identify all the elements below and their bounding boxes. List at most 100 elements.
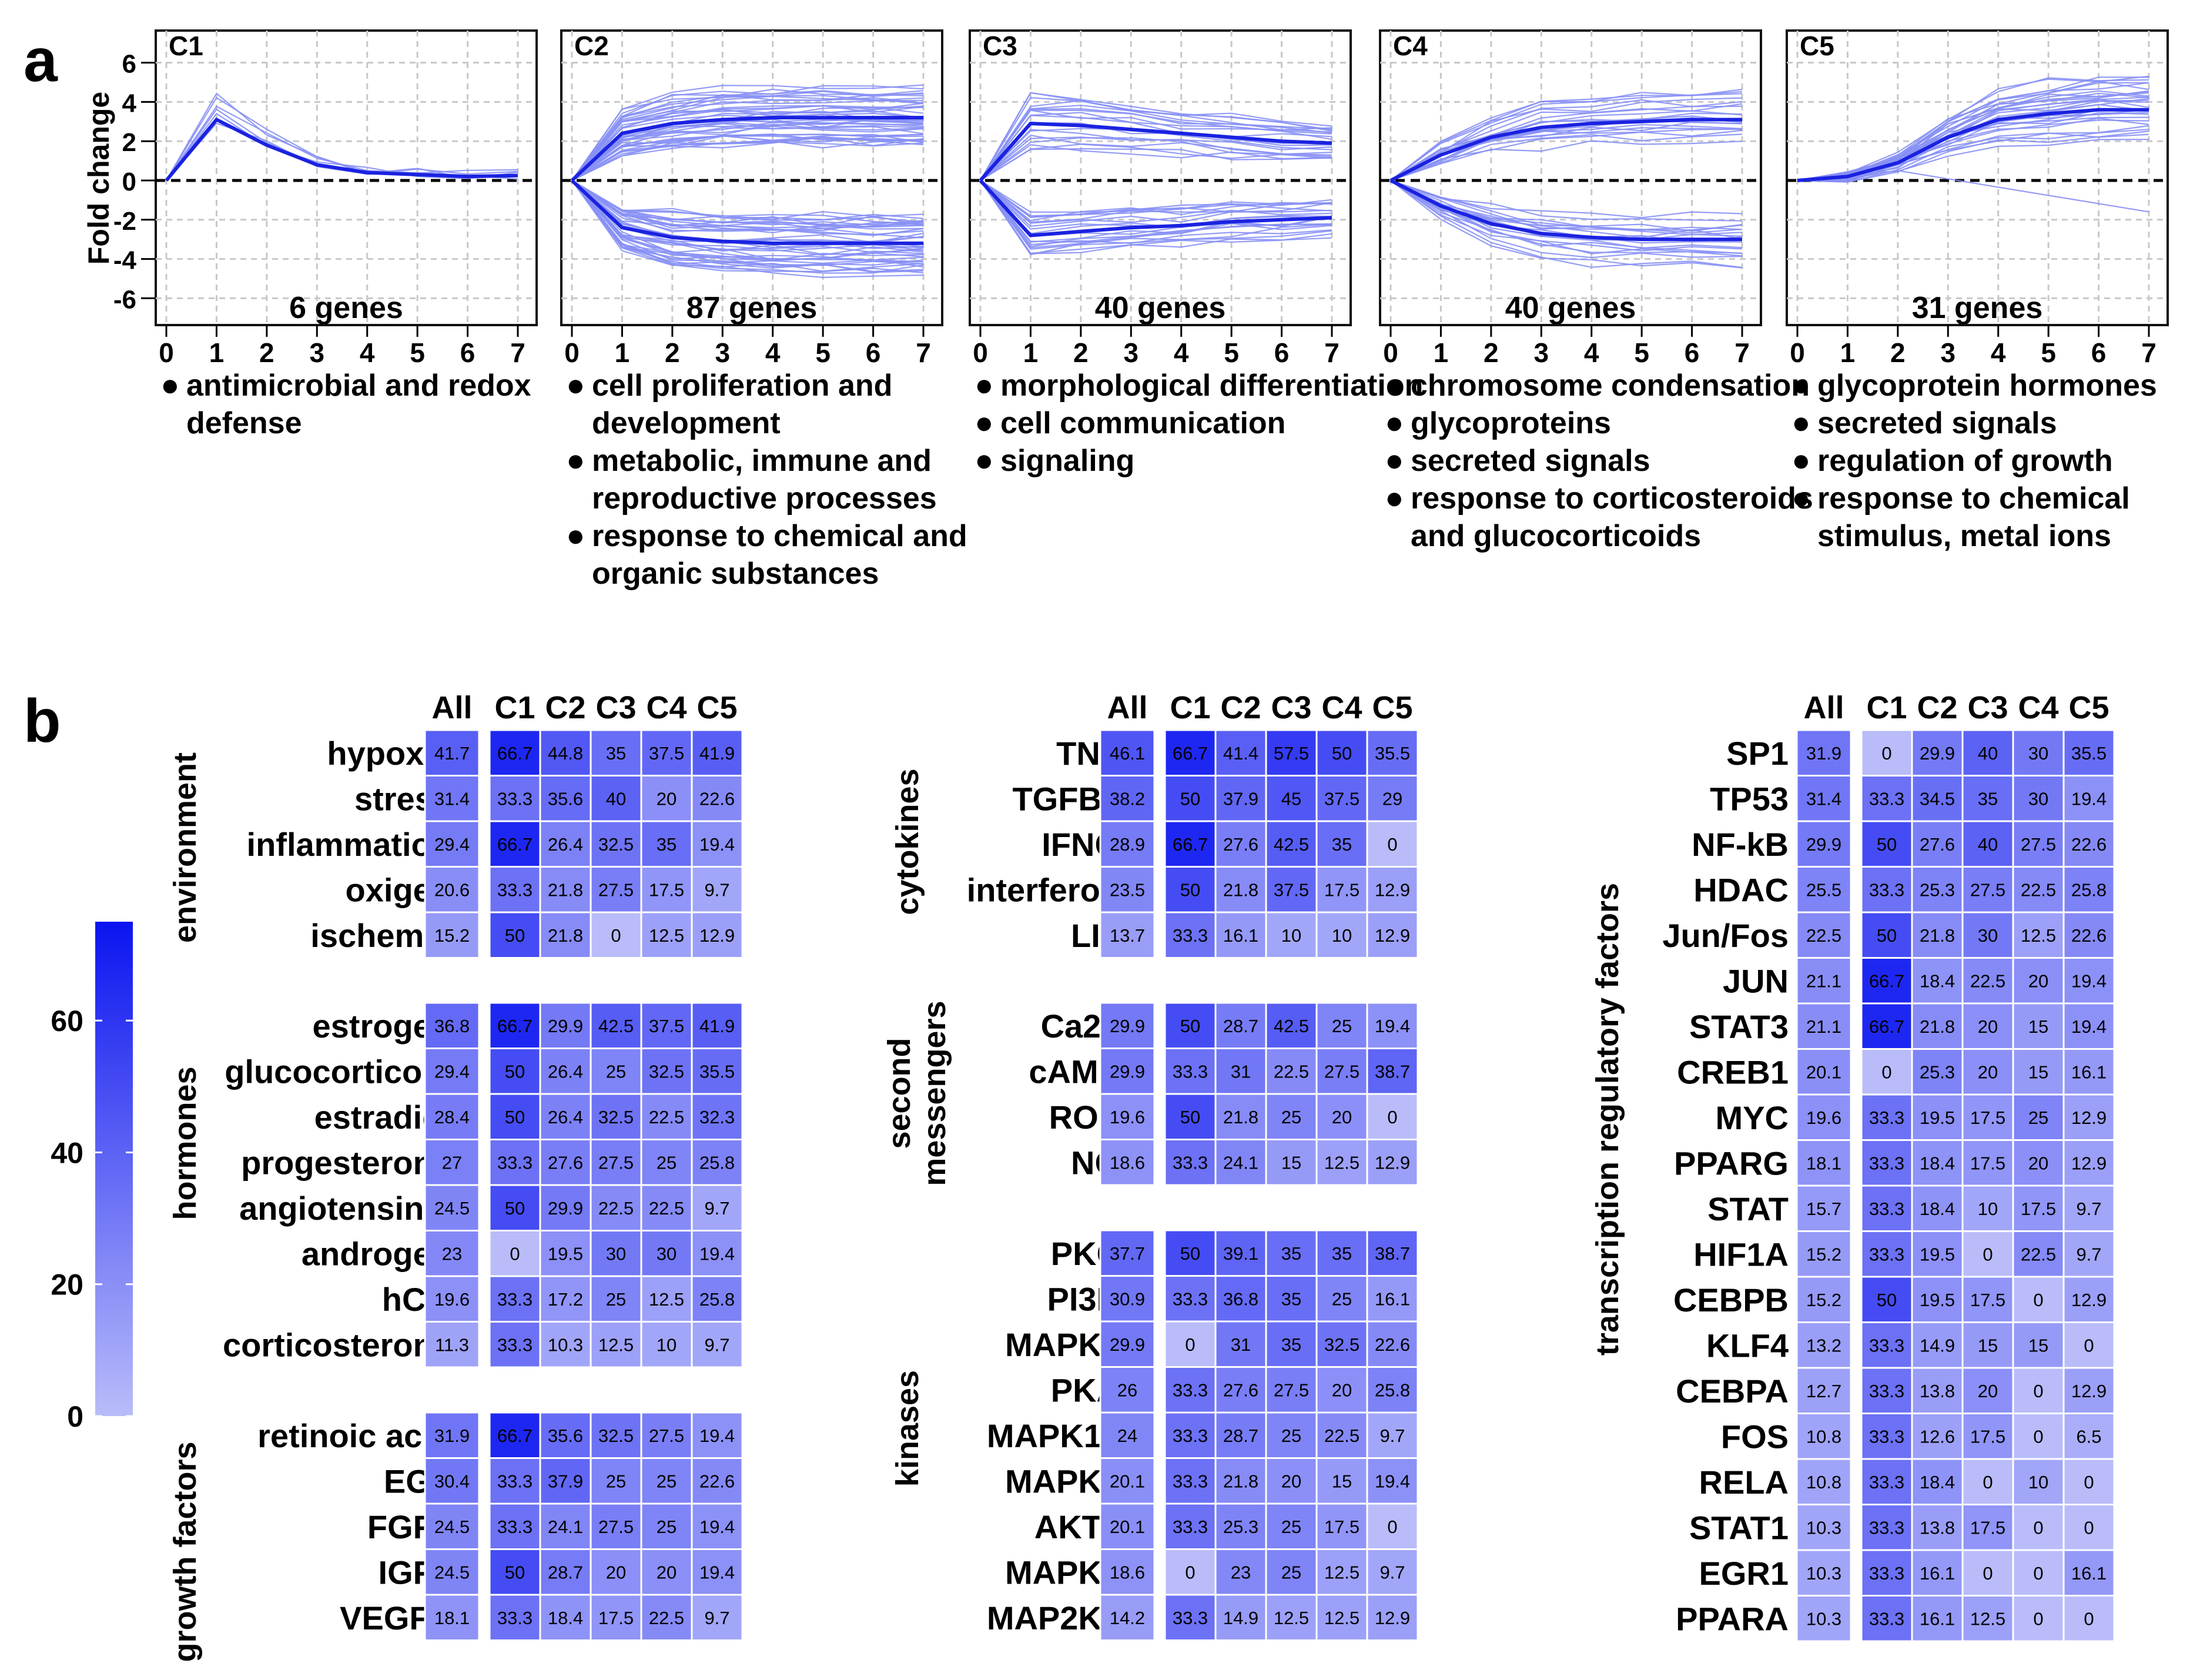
bullet-icon: ● <box>1792 405 1811 440</box>
cell-value: 20 <box>1978 1381 1998 1401</box>
cell-value: 29.9 <box>548 1016 583 1036</box>
heatmap-cell <box>1860 866 1913 913</box>
cell-value: 10.3 <box>1806 1517 1841 1538</box>
row-label: HDAC <box>1693 871 1789 908</box>
cell-value: 25.3 <box>1920 1062 1955 1082</box>
heatmap-cell <box>1214 1366 1267 1414</box>
gene-profile-line <box>1390 180 1743 252</box>
cell-value: 42.5 <box>1274 1016 1309 1036</box>
cell-value: 50 <box>505 1061 525 1082</box>
heatmap-cell <box>590 1321 642 1368</box>
x-tick-label: 4 <box>1584 337 1599 368</box>
cell-value: 12.9 <box>699 925 735 946</box>
cell-value: 12.9 <box>1375 879 1410 900</box>
heatmap-cell <box>590 1002 642 1049</box>
mean-profile-line <box>1389 179 1742 242</box>
cell-value: 20 <box>1332 1107 1352 1127</box>
gene-profile-line <box>1390 180 1743 269</box>
annotation-text: response to chemical stimulus, metal ions <box>1817 481 2130 553</box>
cell-value: 35 <box>606 743 626 764</box>
cell-value: 25 <box>1281 1517 1301 1537</box>
gene-profile-line <box>980 180 1332 213</box>
x-tick-label: 0 <box>1383 337 1398 368</box>
cell-value: 45 <box>1281 788 1301 809</box>
y-tick-label: -6 <box>113 285 136 314</box>
cell-value: 33.3 <box>1173 925 1208 946</box>
heatmap-cell <box>590 1548 642 1596</box>
heatmap-cell <box>1099 1594 1156 1641</box>
cell-value: 10.8 <box>1806 1426 1841 1447</box>
cell-value: 38.2 <box>1110 788 1145 809</box>
heatmap-cell <box>1315 1139 1368 1186</box>
gene-profile-line <box>1390 180 1743 269</box>
cell-value: 22.5 <box>1274 1061 1309 1082</box>
heatmap-cell <box>2062 1595 2115 1642</box>
cell-value: 12.9 <box>2071 1290 2107 1310</box>
x-tick-label: 4 <box>765 337 781 368</box>
row-label: MAPK14 <box>987 1417 1120 1454</box>
cell-value: 31.4 <box>1806 788 1841 809</box>
heatmap-cell <box>1099 729 1156 777</box>
cell-value: 29.9 <box>1110 1061 1145 1082</box>
column-header: C2 <box>1220 690 1261 725</box>
cell-value: 27.6 <box>1223 1380 1258 1400</box>
x-tick-label: 5 <box>815 337 831 368</box>
row-label: retinoic acid <box>257 1417 451 1454</box>
cell-value: 23.5 <box>1110 879 1145 900</box>
heatmap-cell <box>1366 1275 1419 1323</box>
row-label: progesterone <box>241 1144 451 1181</box>
cell-value: 50 <box>505 925 525 946</box>
cell-value: 22.6 <box>2071 834 2107 855</box>
heatmap-cell <box>590 729 642 777</box>
heatmap-cell <box>1366 1594 1419 1641</box>
gene-profile-line <box>1390 110 1743 181</box>
cell-value: 10 <box>1332 925 1352 946</box>
cell-value: 22.5 <box>1806 925 1841 946</box>
cell-value: 18.4 <box>1920 1153 1955 1173</box>
heatmap-cell <box>2062 866 2115 913</box>
gene-count-label: 40 genes <box>1505 291 1636 325</box>
mean-profile-line <box>979 122 1332 182</box>
cell-value: 50 <box>1332 743 1352 764</box>
heatmap-cell <box>539 866 592 913</box>
cell-value: 0 <box>2084 1472 2094 1492</box>
cell-value: 33.3 <box>1173 1061 1208 1082</box>
annotation-text: cell proliferation and development <box>592 369 892 440</box>
heatmap-cell <box>424 1321 480 1368</box>
cell-value: 12.9 <box>1375 925 1410 946</box>
cell-value: 29.4 <box>434 834 470 855</box>
column-header: C1 <box>1170 690 1210 725</box>
heatmap-cell <box>539 1411 592 1459</box>
cell-value: 25 <box>2028 1107 2048 1128</box>
heatmap-cell <box>1366 1411 1419 1459</box>
x-tick-label: 1 <box>209 337 225 368</box>
cell-value: 29.9 <box>548 1198 583 1219</box>
heatmap-cell <box>488 1230 541 1277</box>
heatmap-cell <box>1366 1093 1419 1140</box>
heatmap-cell <box>1796 1549 1852 1597</box>
heatmap-cell <box>590 1594 642 1641</box>
cell-value: 16.1 <box>1223 925 1258 946</box>
heatmap-cell <box>2062 1367 2115 1414</box>
cell-value: 50 <box>505 1107 525 1127</box>
cell-value: 0 <box>1387 834 1397 855</box>
cell-value: 14.9 <box>1223 1608 1258 1628</box>
row-label: TP53 <box>1710 780 1789 817</box>
heatmap-cell <box>2012 1184 2065 1232</box>
cell-value: 10 <box>1978 1199 1998 1219</box>
gene-profile-line <box>571 180 924 273</box>
gene-profile-line <box>1390 99 1743 181</box>
cell-value: 33.3 <box>497 879 533 900</box>
gene-profile-line <box>980 180 1332 227</box>
bullet-icon: ● <box>566 367 585 403</box>
cell-value: 10 <box>657 1334 677 1355</box>
bullet-icon: ● <box>975 405 994 440</box>
heatmap-cell <box>2062 1230 2115 1278</box>
cell-value: 22.5 <box>598 1198 634 1219</box>
cell-value: 42.5 <box>598 1016 634 1036</box>
cell-value: 50 <box>1180 879 1200 900</box>
heatmap-cell <box>424 729 480 777</box>
cell-value: 22.5 <box>1970 970 2005 991</box>
heatmap-cell <box>424 1502 480 1550</box>
